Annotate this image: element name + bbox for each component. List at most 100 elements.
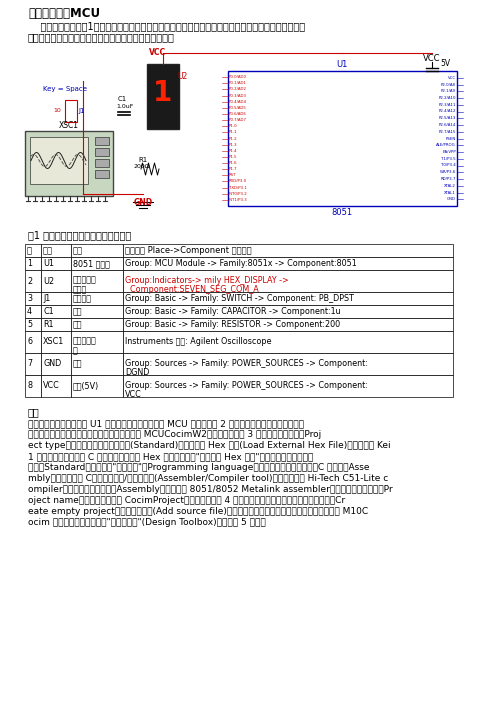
Text: 安捷伦示波: 安捷伦示波 xyxy=(73,337,97,346)
Bar xyxy=(71,318,123,331)
Text: RST: RST xyxy=(229,173,237,178)
Bar xyxy=(95,170,109,178)
Text: 8: 8 xyxy=(27,381,32,390)
Text: 符号: 符号 xyxy=(43,246,53,255)
Bar xyxy=(25,292,41,305)
Text: 图1 带复位功能的简单计数器的电路图: 图1 带复位功能的简单计数器的电路图 xyxy=(28,230,131,240)
Text: J1: J1 xyxy=(43,294,50,303)
Text: Group: Sources -> Family: POWER_SOURCES -> Component:: Group: Sources -> Family: POWER_SOURCES … xyxy=(125,359,368,368)
Text: INT0/P3.2: INT0/P3.2 xyxy=(229,192,248,196)
Bar xyxy=(25,131,113,196)
Text: 搭建电路设置MCU: 搭建电路设置MCU xyxy=(28,7,100,20)
Bar xyxy=(25,257,41,270)
Text: U2: U2 xyxy=(43,277,54,286)
Text: 200Ω: 200Ω xyxy=(134,164,150,169)
Bar xyxy=(30,137,88,184)
Text: P2.2/A10: P2.2/A10 xyxy=(438,96,456,100)
Text: P1.6: P1.6 xyxy=(229,161,238,165)
Text: 点击菜单 Place->Component 后的位置: 点击菜单 Place->Component 后的位置 xyxy=(125,246,251,255)
Text: RXD/P3.0: RXD/P3.0 xyxy=(229,180,247,183)
Text: P1.2: P1.2 xyxy=(229,136,238,140)
Text: VCC: VCC xyxy=(149,48,167,57)
Text: P1.0: P1.0 xyxy=(229,124,238,128)
Text: Group: Basic -> Family: SWITCH -> Component: PB_DPST: Group: Basic -> Family: SWITCH -> Compon… xyxy=(125,294,354,303)
Bar xyxy=(41,270,71,292)
Text: 1 等环境下编写汇编和 C 源程序，然后生成 Hex 文件，再通过"加载外部 Hex 文件"导入。限于篇幅这里选: 1 等环境下编写汇编和 C 源程序，然后生成 Hex 文件，再通过"加载外部 H… xyxy=(28,452,313,461)
Bar xyxy=(41,292,71,305)
Bar xyxy=(41,353,71,375)
Text: 3: 3 xyxy=(27,294,32,303)
Text: P2.4/A12: P2.4/A12 xyxy=(438,110,456,114)
Text: DGND: DGND xyxy=(125,369,149,377)
Text: GND: GND xyxy=(43,359,61,369)
Bar xyxy=(123,270,453,292)
Text: T1/P3.5: T1/P3.5 xyxy=(441,157,456,161)
Text: 序: 序 xyxy=(27,246,32,255)
Text: P0.6/AD6: P0.6/AD6 xyxy=(229,112,247,116)
Text: 电源(5V): 电源(5V) xyxy=(73,381,99,390)
Bar xyxy=(71,353,123,375)
Text: P1.1: P1.1 xyxy=(229,131,238,134)
Text: TXD/P3.1: TXD/P3.1 xyxy=(229,185,247,190)
Text: XTAL2: XTAL2 xyxy=(444,184,456,187)
Text: 搭建电路时，当将单片机 U1 放入电路图中时，会出现 MCU 向导，如图 2 所示。第一步，分别输入工作区: 搭建电路时，当将单片机 U1 放入电路图中时，会出现 MCU 向导，如图 2 所… xyxy=(28,419,304,428)
Text: 器: 器 xyxy=(73,346,78,355)
Bar xyxy=(123,318,453,331)
Text: Component:SEVEN_SEG_COM_A: Component:SEVEN_SEG_COM_A xyxy=(125,285,259,294)
Text: 5: 5 xyxy=(27,320,32,329)
Text: 1: 1 xyxy=(153,79,173,107)
Bar xyxy=(25,305,41,318)
Text: 数码管: 数码管 xyxy=(73,285,87,294)
Text: P1.4: P1.4 xyxy=(229,149,238,153)
Text: GND: GND xyxy=(447,197,456,201)
Bar xyxy=(65,100,77,122)
Text: R1: R1 xyxy=(138,157,147,163)
Bar xyxy=(41,257,71,270)
Bar xyxy=(71,244,123,257)
Text: eate empty project）和添加源文件(Add source file)。选择添加源文件，点击完成，保存文件，键入 M10C: eate empty project）和添加源文件(Add source fil… xyxy=(28,507,368,516)
Text: 附表: 附表 xyxy=(28,407,40,417)
Text: PSEN: PSEN xyxy=(446,136,456,140)
Text: P0.0/AD0: P0.0/AD0 xyxy=(229,75,247,79)
Text: 1.0uF: 1.0uF xyxy=(116,104,133,109)
Text: INT1/P3.3: INT1/P3.3 xyxy=(229,198,248,202)
Text: EA/VPP: EA/VPP xyxy=(442,150,456,154)
Text: 7: 7 xyxy=(27,359,32,369)
Text: U1: U1 xyxy=(336,60,348,69)
Text: 2: 2 xyxy=(27,277,32,286)
Text: P2.1/A9: P2.1/A9 xyxy=(441,89,456,93)
Text: 8051: 8051 xyxy=(331,208,353,217)
Text: VCC: VCC xyxy=(448,76,456,80)
Text: XSC1: XSC1 xyxy=(43,338,64,347)
Text: P0.3/AD3: P0.3/AD3 xyxy=(229,93,247,98)
Text: 8051 单片机: 8051 单片机 xyxy=(73,259,110,268)
Text: 5V: 5V xyxy=(440,60,450,69)
Bar xyxy=(71,257,123,270)
Bar xyxy=(25,244,41,257)
Text: C1: C1 xyxy=(118,96,127,102)
Text: U2: U2 xyxy=(177,72,187,81)
Text: Group: MCU Module -> Family:8051x -> Component:8051: Group: MCU Module -> Family:8051x -> Com… xyxy=(125,259,357,268)
Bar xyxy=(71,305,123,318)
Text: VCC: VCC xyxy=(125,390,142,399)
Text: ect type）下拉框有两个选项：标准(Standard)和加载外部 Hex 文件(Load External Hex File)。您可以在 Kei: ect type）下拉框有两个选项：标准(Standard)和加载外部 Hex … xyxy=(28,441,391,450)
Text: 路径和工作区名称。工作区名称任意，这里输入 MCUCocimW2。第二步，如图 3 所示，在项目类型（Proj: 路径和工作区名称。工作区名称任意，这里输入 MCUCocimW2。第二步，如图 … xyxy=(28,430,321,439)
Text: 名称: 名称 xyxy=(73,246,83,255)
Text: 4: 4 xyxy=(27,307,32,316)
Text: U1: U1 xyxy=(43,259,54,268)
Text: VCC: VCC xyxy=(423,54,441,63)
Bar xyxy=(71,375,123,397)
Text: P0.2/AD2: P0.2/AD2 xyxy=(229,88,247,91)
Text: Group: Sources -> Family: POWER_SOURCES -> Component:: Group: Sources -> Family: POWER_SOURCES … xyxy=(125,380,368,390)
Bar xyxy=(123,257,453,270)
Bar xyxy=(147,64,179,129)
Bar xyxy=(95,159,109,167)
Text: Group: Basic -> Family: RESISTOR -> Component:200: Group: Basic -> Family: RESISTOR -> Comp… xyxy=(125,320,340,329)
Bar xyxy=(25,318,41,331)
Bar xyxy=(25,353,41,375)
Text: P2.7/A15: P2.7/A15 xyxy=(438,130,456,134)
Text: ocim 作为文件名，然后查看"设计工具箱"(Design Toolbox)，如如图 5 所示。: ocim 作为文件名，然后查看"设计工具箱"(Design Toolbox)，如… xyxy=(28,518,266,527)
Bar xyxy=(123,375,453,397)
Text: 1: 1 xyxy=(27,259,32,268)
Text: P0.1/AD1: P0.1/AD1 xyxy=(229,81,247,85)
